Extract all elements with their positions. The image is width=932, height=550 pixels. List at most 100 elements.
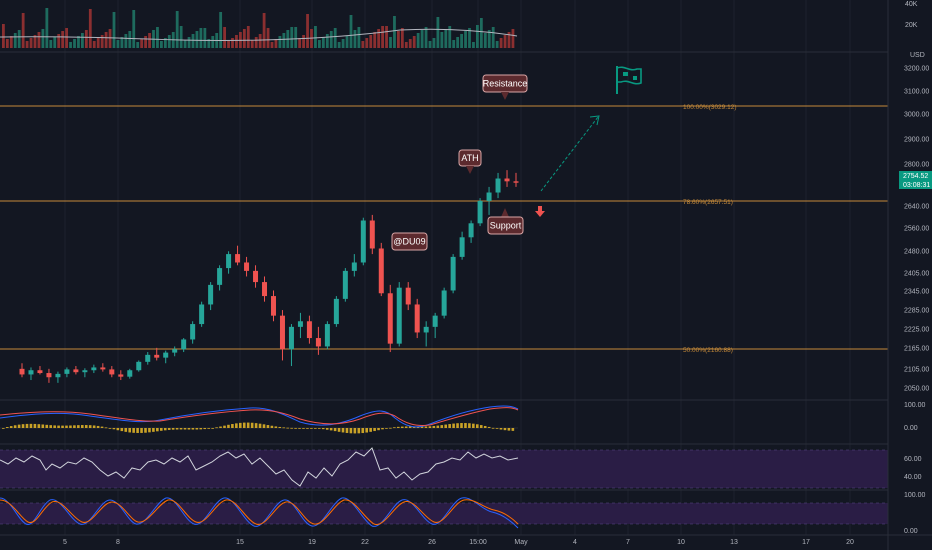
fib-level-786[interactable]: 78.60%(2657.51) (0, 199, 888, 206)
stoch-k-line (0, 497, 519, 529)
macd-hist-bar (266, 425, 270, 428)
macd-pane (0, 405, 519, 434)
macd-hist-bar (456, 423, 459, 428)
candle-body (486, 192, 492, 201)
volume-bar (21, 13, 25, 48)
resistance-label: Resistance (483, 79, 528, 89)
macd-hist-bar (377, 428, 380, 431)
volume-bar (420, 30, 424, 48)
volume-bar (195, 31, 199, 48)
candle-body (369, 220, 375, 249)
stoch-d-line (0, 499, 519, 525)
current-price-tag[interactable]: 2754.52 03:08:31 (899, 171, 932, 189)
candle-body (37, 370, 43, 374)
candle-body (82, 370, 88, 373)
down-arrow-icon[interactable] (535, 206, 545, 217)
flag-icon[interactable] (616, 66, 642, 94)
macd-axis-label: 100.00 (904, 402, 926, 409)
volume-bar (444, 29, 448, 48)
rsi-axis-label: 60.00 (904, 456, 922, 463)
resistance-callout[interactable]: Resistance (482, 74, 528, 100)
volume-bar (448, 26, 452, 48)
volume-bar (223, 27, 226, 48)
candle-body (262, 282, 268, 297)
macd-hist-bar (199, 428, 203, 430)
volume-axis[interactable]: 40K 20K (905, 1, 918, 29)
fib-level-100[interactable]: 100.00%(3029.12) (0, 104, 888, 111)
volume-bar (452, 40, 456, 48)
macd-axis-label: 0.00 (904, 425, 918, 432)
candle-body (253, 270, 259, 283)
volume-bar (416, 33, 420, 48)
ath-callout[interactable]: ATH (458, 149, 482, 174)
macd-hist-bar (81, 425, 84, 428)
macd-hist-bar (13, 425, 17, 428)
volume-bar (187, 37, 191, 48)
candle-body (55, 373, 61, 378)
volume-bar (254, 37, 258, 48)
candle-body (109, 369, 115, 375)
macd-line (0, 405, 519, 428)
macd-hist-bar (507, 428, 511, 431)
volume-bar (472, 42, 475, 48)
price-axis-label: 3000.00 (904, 112, 929, 119)
macd-hist-bar (223, 425, 226, 428)
macd-hist-bar (132, 428, 135, 433)
candle-body (477, 200, 483, 224)
macd-hist-bar (45, 424, 49, 428)
volume-bar (239, 32, 242, 48)
support-callout[interactable]: Support (487, 208, 524, 235)
macd-hist-bar (2, 428, 5, 429)
volume-axis-label: 40K (905, 1, 918, 8)
volume-bar (231, 38, 234, 48)
time-axis-label: 19 (308, 539, 316, 546)
macd-hist-bar (25, 423, 29, 428)
volume-bar (357, 27, 361, 48)
rsi-axis[interactable]: 60.00 40.00 (904, 456, 922, 481)
candle-body (342, 270, 348, 299)
time-axis-label: May (514, 539, 528, 546)
macd-hist-bar (195, 428, 199, 430)
macd-hist-bar (310, 428, 313, 429)
macd-hist-bar (314, 428, 317, 429)
candle-body (423, 326, 429, 333)
time-axis[interactable]: 5 8 15 19 22 26 15:00 May 4 7 10 13 17 20 (63, 539, 854, 546)
macd-axis[interactable]: 100.00 0.00 (904, 402, 926, 432)
macd-hist-bar (239, 422, 242, 428)
volume-bar (460, 34, 463, 48)
trend-arrow[interactable] (540, 115, 600, 192)
candle-body (19, 368, 25, 375)
volume-bar (325, 34, 329, 48)
candle-body (504, 178, 510, 182)
volume-bar (41, 29, 45, 48)
watermark-tag[interactable]: @DU09 (391, 232, 428, 251)
candle-body (324, 324, 330, 347)
macd-hist-bar (152, 428, 155, 432)
volume-bar (294, 27, 298, 48)
macd-hist-bar (365, 428, 368, 433)
volume-bar (262, 13, 266, 48)
macd-hist-bar (476, 424, 479, 428)
volume-bar (163, 38, 167, 48)
currency-label: USD (910, 52, 925, 59)
volume-bar (156, 27, 159, 48)
stoch-axis[interactable]: 100.00 0.00 (904, 492, 926, 535)
candle-body (360, 220, 366, 263)
candle-body (136, 361, 142, 371)
candle-body (118, 374, 124, 377)
price-axis-label: 2345.00 (904, 289, 929, 296)
volume-bar (385, 26, 388, 48)
macd-hist-bar (187, 428, 191, 430)
fib-level-50[interactable]: 50.00%(2160.88) (0, 347, 888, 354)
time-axis-label: 7 (626, 539, 630, 546)
volume-bar (298, 38, 302, 48)
macd-hist-bar (353, 428, 357, 434)
fib-label-786: 78.60%(2657.51) (683, 199, 733, 206)
candle-body (28, 370, 34, 375)
candle-body (172, 349, 178, 353)
macd-hist-bar (282, 427, 286, 429)
macd-hist-bar (270, 425, 274, 428)
price-axis[interactable]: USD 3200.00 3100.00 3000.00 2900.00 2800.00 2… (904, 52, 929, 393)
price-axis-label: 2560.00 (904, 226, 929, 233)
